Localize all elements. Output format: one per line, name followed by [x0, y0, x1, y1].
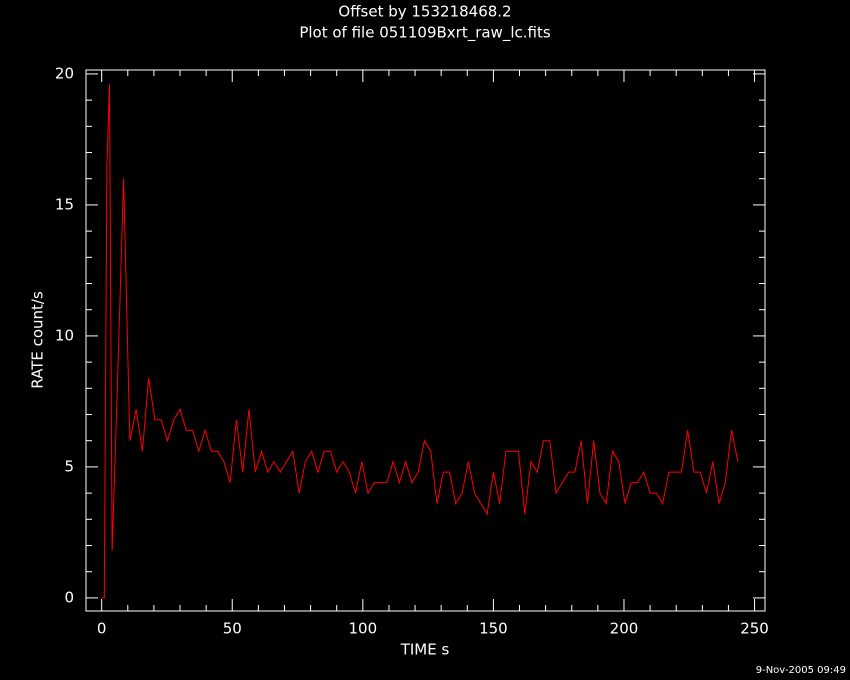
plot-frame: [85, 69, 766, 612]
y-tick-label: 5: [64, 457, 74, 475]
x-axis-label: TIME s: [400, 641, 450, 659]
timestamp: 9-Nov-2005 09:49: [756, 665, 846, 676]
y-tick-label: 20: [55, 64, 74, 82]
x-tick-label: 150: [479, 620, 508, 638]
x-tick-label: 200: [610, 620, 639, 638]
chart-title: Offset by 153218468.2: [338, 3, 511, 21]
x-tick-label: 100: [349, 620, 378, 638]
y-tick-label: 0: [64, 588, 74, 606]
y-tick-label: 10: [55, 326, 74, 344]
x-tick-label: 50: [223, 620, 242, 638]
y-axis-label: RATE count/s: [29, 291, 47, 389]
data-line: [101, 84, 739, 599]
x-tick-label: 250: [740, 620, 769, 638]
chart-subtitle: Plot of file 051109Bxrt_raw_lc.fits: [299, 24, 550, 43]
y-tick-label: 15: [55, 195, 74, 213]
x-tick-label: 0: [97, 620, 107, 638]
